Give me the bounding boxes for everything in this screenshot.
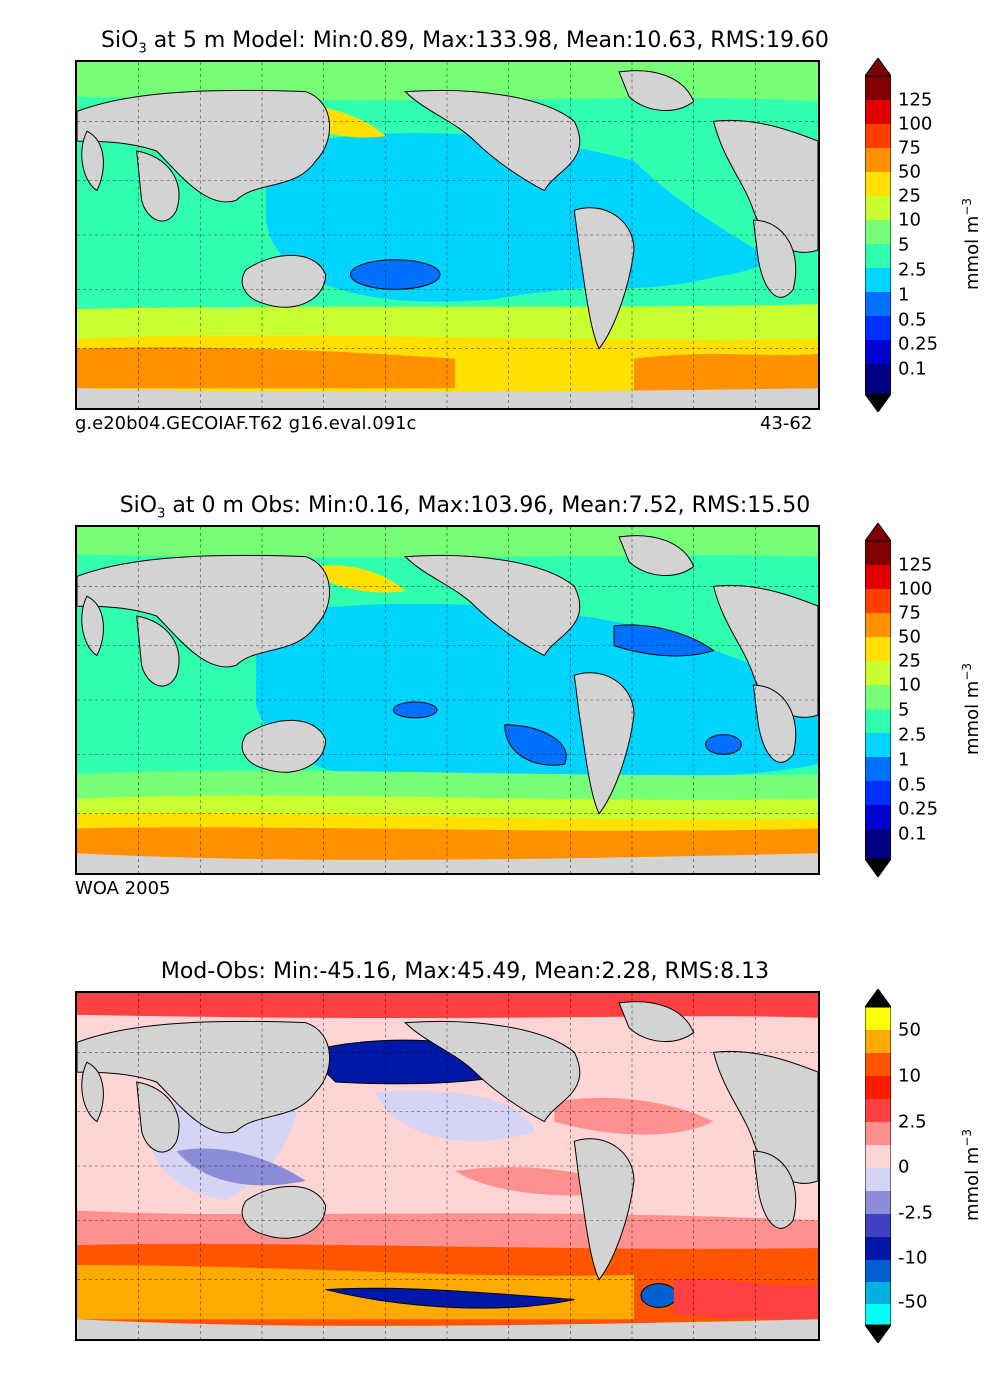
panel-title: SiO3 at 5 m Model: Min:0.89, Max:133.98,… [101,28,829,57]
colorbar-tick: 0.5 [898,309,927,331]
panel-title: Mod-Obs: Min:-45.16, Max:45.49, Mean:2.2… [160,959,770,984]
colorbar-tick: 100 [898,113,933,135]
colorbar-tick: 5 [898,699,910,721]
colorbar-tick: 50 [898,161,921,183]
colorbar [865,989,891,1343]
colorbar-tick: 2.5 [898,1111,927,1133]
colorbar-tick: 75 [898,602,921,624]
colorbar-graphic [865,523,891,877]
colorbar-graphic [865,989,891,1343]
obs-panel: SiO3 at 0 m Obs: Min:0.16, Max:103.96, M… [0,465,1007,905]
colorbar-tick: -2.5 [898,1202,934,1224]
colorbar-tick: 25 [898,185,921,207]
obs-map [75,525,820,875]
colorbar-tick: 5 [898,234,910,256]
colorbar-tick: 100 [898,578,933,600]
colorbar-tick: 10 [898,674,921,696]
colorbar-tick: 1 [898,749,910,771]
colorbar-tick: 2.5 [898,724,927,746]
colorbar-tick: 25 [898,650,921,672]
colorbar-tick: 125 [898,554,933,576]
model-map [75,60,820,410]
colorbar-tick: 0.1 [898,358,927,380]
colorbar-tick: 0 [898,1156,910,1178]
years-label: 43-62 [760,413,813,434]
difference-panel: Mod-Obs: Min:-45.16, Max:45.49, Mean:2.2… [0,931,1007,1371]
colorbar-tick: 2.5 [898,259,927,281]
colorbar-tick: 0.5 [898,774,927,796]
colorbar-unit: mmol m−3 [960,1128,983,1221]
difference-map [75,991,820,1341]
colorbar-tick: 0.25 [898,798,939,820]
source-label: WOA 2005 [75,878,171,899]
colorbar-unit: mmol m−3 [960,662,983,755]
colorbar-tick: 10 [898,209,921,231]
colorbar-tick: -50 [898,1291,928,1313]
colorbar-tick: 50 [898,626,921,648]
colorbar-unit: mmol m−3 [960,197,983,290]
colorbar-tick: 0.1 [898,823,927,845]
colorbar-tick: 125 [898,89,933,111]
colorbar-graphic [865,58,891,412]
colorbar-tick: 75 [898,137,921,159]
colorbar-tick: -10 [898,1247,928,1269]
colorbar-tick: 50 [898,1019,921,1041]
colorbar [865,523,891,877]
model-panel: SiO3 at 5 m Model: Min:0.89, Max:133.98,… [0,0,1007,440]
colorbar-tick: 1 [898,284,910,306]
colorbar-tick: 10 [898,1065,921,1087]
colorbar-tick: 0.25 [898,333,939,355]
case-label: g.e20b04.GECOIAF.T62 g16.eval.091c [75,413,417,434]
colorbar [865,58,891,412]
panel-title: SiO3 at 0 m Obs: Min:0.16, Max:103.96, M… [119,493,811,522]
